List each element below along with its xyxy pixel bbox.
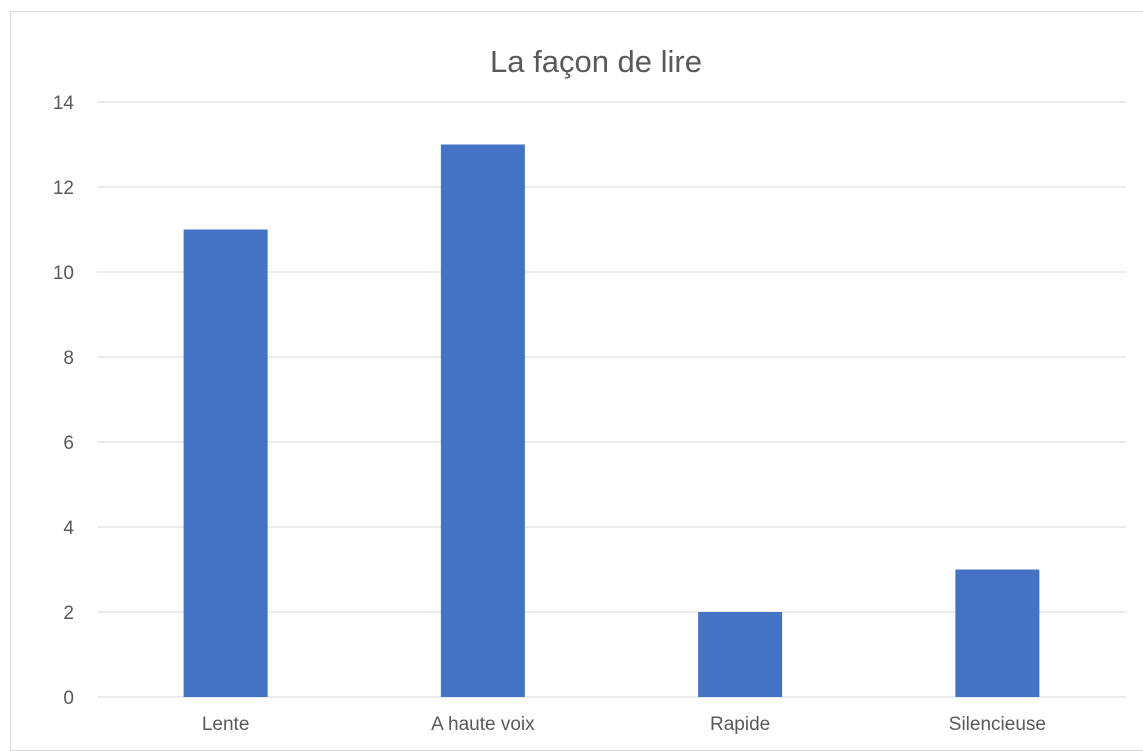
bars [183, 144, 1040, 697]
gridlines [97, 101, 1126, 698]
y-tick-label: 2 [63, 603, 74, 624]
y-tick-label: 0 [63, 688, 74, 709]
bar-lente [183, 229, 268, 697]
x-category-label: A haute voix [431, 714, 535, 735]
y-axis-tick-labels: 0 2 4 6 8 10 12 14 [53, 93, 75, 709]
y-tick-label: 8 [63, 348, 74, 369]
bar-a-haute-voix [440, 144, 525, 697]
x-category-label: Lente [202, 714, 250, 735]
y-tick-label: 4 [63, 518, 74, 539]
bar-rapide [698, 612, 783, 697]
x-category-label: Silencieuse [949, 714, 1046, 735]
x-category-label: Rapide [710, 714, 770, 735]
y-tick-label: 10 [53, 263, 74, 284]
y-tick-label: 14 [53, 93, 75, 114]
chart-title: La façon de lire [490, 44, 702, 79]
bar-silencieuse [955, 569, 1040, 697]
y-tick-label: 6 [63, 433, 74, 454]
x-axis-category-labels: Lente A haute voix Rapide Silencieuse [202, 714, 1046, 735]
y-tick-label: 12 [53, 178, 74, 199]
